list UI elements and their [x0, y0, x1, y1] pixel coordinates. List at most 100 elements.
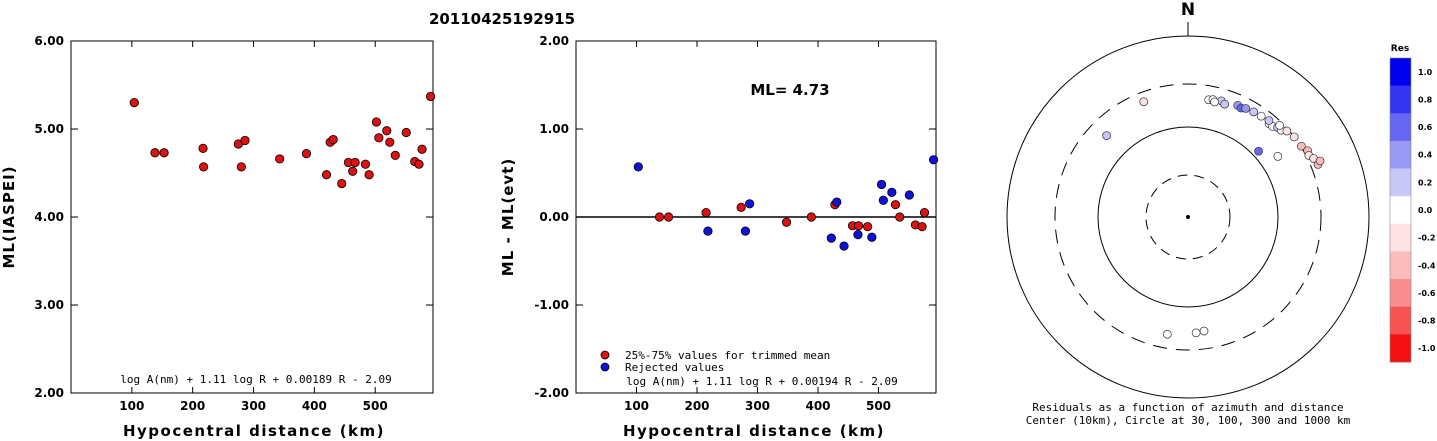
chart1-data-point	[199, 162, 209, 172]
polar-station-point	[1199, 326, 1209, 336]
chart1-data-point	[425, 91, 436, 102]
chart2-data-point	[863, 222, 873, 232]
chart1-data-point	[236, 162, 246, 172]
chart2-data-point	[781, 217, 792, 227]
chart1-data-point	[159, 148, 169, 158]
chart1-x-ticks: 100 200 300 400 500	[119, 41, 388, 413]
chart2-data-point	[887, 187, 897, 197]
chart1-x-tick-label: 300	[241, 399, 266, 413]
polar-station-point	[1249, 107, 1259, 117]
polar-station-point	[1256, 111, 1266, 121]
chart1-formula: log A(nm) + 1.11 log R + 0.00189 R - 2.0…	[120, 373, 392, 386]
chart2-data-point	[853, 221, 864, 231]
colorbar-swatch	[1390, 113, 1411, 142]
chart1-data-point	[240, 135, 250, 146]
colorbar-label: -0.4	[1418, 261, 1436, 270]
chart1-data-point	[301, 149, 312, 159]
chart2-x-tick-label: 100	[624, 399, 649, 413]
chart2-data-point	[736, 202, 746, 212]
chart1-y-tick-label: 6.00	[34, 34, 64, 48]
chart2-x-axis-label: Hypocentral distance (km)	[623, 422, 885, 440]
chart1-points	[129, 91, 436, 189]
polar-caption-line1: Residuals as a function of azimuth and d…	[1032, 401, 1343, 414]
chart1-data-point	[350, 157, 360, 168]
chart1-data-point	[198, 143, 208, 153]
ring-1000km	[1006, 35, 1370, 399]
azimuth-distance-plot: N Residuals as a function of azimuth and…	[1006, 0, 1370, 427]
colorbar-label: 0.0	[1418, 206, 1433, 215]
legend-label-trimmed: 25%-75% values for trimmed mean	[625, 349, 830, 362]
chart1-y-tick-label: 2.00	[34, 386, 64, 400]
colorbar-swatch	[1390, 140, 1411, 170]
chart2-y-tick-label: 2.00	[539, 34, 569, 48]
ring-100km	[1097, 126, 1279, 308]
colorbar-label: 0.2	[1418, 178, 1432, 187]
chart2-data-point	[928, 155, 939, 165]
chart2-data-point	[867, 232, 877, 242]
chart1-data-point	[385, 137, 395, 147]
chart1-data-point	[360, 159, 371, 169]
colorbar-swatch	[1390, 279, 1411, 308]
chart2-y-ticks: -2.00 -1.00 0.00 1.00 2.00	[534, 34, 936, 400]
colorbar-label: -0.2	[1418, 234, 1436, 243]
residual-chart: 100 200 300 400 500 -2.00 -1.00 0.00 1.00 2.00 M…	[499, 34, 939, 440]
chart1-data-point	[321, 170, 332, 180]
colorbar-label: 0.6	[1418, 123, 1433, 132]
polar-station-point	[1139, 97, 1149, 107]
chart1-y-ticks: 2.00 3.00 4.00 5.00 6.00	[34, 34, 433, 400]
chart2-y-tick-label: -1.00	[534, 298, 569, 312]
chart2-data-point	[895, 212, 905, 222]
chart2-data-point	[839, 241, 849, 251]
chart2-data-point	[919, 208, 930, 218]
colorbar-frame	[1389, 57, 1412, 363]
chart2-data-point	[876, 179, 887, 190]
chart2-data-point	[701, 208, 711, 218]
polar-station-point	[1102, 131, 1111, 140]
chart2-data-point	[853, 230, 863, 240]
chart1-y-axis-label: ML(IASPEI)	[0, 165, 18, 268]
chart2-data-point	[890, 200, 901, 210]
chart2-y-tick-label: 0.00	[539, 210, 569, 224]
chart2-points	[633, 155, 939, 251]
polar-station-point	[1273, 152, 1283, 161]
polar-station-point	[1220, 99, 1230, 109]
polar-station-point	[1241, 104, 1251, 113]
colorbar-title: Res	[1391, 44, 1409, 54]
chart1-y-tick-label: 3.00	[34, 298, 64, 312]
chart2-data-point	[806, 212, 816, 222]
colorbar-swatch	[1390, 196, 1411, 225]
legend-marker-rejected	[600, 362, 610, 372]
colorbar-swatch	[1390, 334, 1411, 363]
residual-colorbar: Res 1.0 0.8 0.6 0.4 0.2 0.0 -0.2 -0.4 -0.6 -0.8 -1…	[1389, 44, 1436, 363]
chart2-x-tick-label: 300	[745, 399, 770, 413]
chart2-data-point	[878, 195, 888, 205]
colorbar-labels: 1.0 0.8 0.6 0.4 0.2 0.0 -0.2 -0.4 -0.6 -0.8 -1.0	[1418, 68, 1436, 353]
colorbar-swatch	[1390, 168, 1411, 197]
chart1-y-tick-label: 4.00	[34, 210, 64, 224]
polar-station-point	[1191, 328, 1201, 338]
north-label: N	[1181, 0, 1195, 20]
chart1-data-point	[382, 126, 392, 136]
chart2-x-tick-label: 500	[866, 399, 891, 413]
polar-station-point	[1296, 141, 1306, 151]
figure-title: 20110425192915	[429, 10, 575, 28]
chart2-y-tick-label: -2.00	[534, 386, 569, 400]
chart1-data-point	[150, 148, 160, 158]
chart2-y-axis-label: ML - ML(evt)	[499, 158, 517, 276]
colorbar-label: 1.0	[1418, 68, 1433, 77]
polar-station-point	[1210, 97, 1219, 107]
magnitude-chart: 100 200 300 400 500 2.00 3.00 4.00 5.00 6.00 log…	[0, 34, 436, 440]
chart1-x-tick-label: 100	[119, 399, 144, 413]
colorbar-swatch	[1390, 58, 1411, 87]
colorbar-label: -0.8	[1418, 317, 1436, 326]
chart2-legend: 25%-75% values for trimmed mean Rejected…	[600, 349, 830, 374]
ring-300km	[1054, 83, 1322, 351]
colorbar-swatch	[1390, 223, 1411, 252]
chart2-data-point	[904, 190, 914, 200]
colorbar-label: -1.0	[1418, 344, 1436, 353]
legend-label-rejected: Rejected values	[625, 361, 724, 374]
chart2-data-point	[633, 162, 643, 172]
colorbar-swatch	[1390, 306, 1411, 335]
chart1-data-point	[129, 98, 139, 108]
